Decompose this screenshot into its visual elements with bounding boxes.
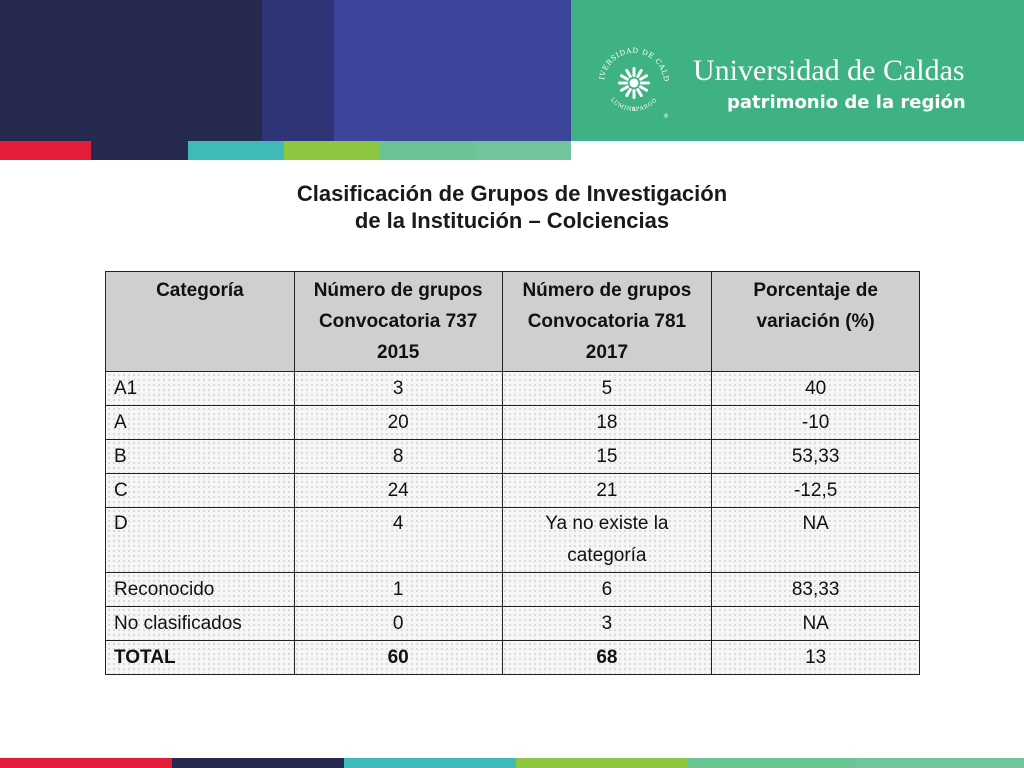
table-row: No clasificados 0 3 NA [105, 606, 920, 641]
header-text: Número de grupos [522, 280, 692, 301]
header-grupos-2017: Número de grupos Convocatoria 781 2017 [501, 271, 713, 372]
cell-grupos-2017: 15 [501, 439, 713, 474]
cell-categoria: A [105, 405, 295, 440]
cell-categoria: No clasificados [105, 606, 295, 641]
cell-variacion: NA [711, 507, 920, 573]
university-name: Universidad de Caldas [693, 54, 965, 87]
cell-grupos-2017: 21 [501, 473, 713, 508]
cell-variacion: 53,33 [711, 439, 920, 474]
header-block-royal-blue [334, 0, 571, 141]
footer-strip-light-green [688, 758, 856, 768]
strip-teal [188, 141, 284, 160]
table-header-row: Categoría Número de grupos Convocatoria … [105, 271, 920, 372]
classification-table: Categoría Número de grupos Convocatoria … [105, 271, 920, 675]
header-text: Categoría [156, 280, 244, 301]
cell-grupos-2017: 6 [501, 572, 713, 607]
cell-grupos-2017: 5 [501, 371, 713, 406]
table-row: A 20 18 -10 [105, 405, 920, 440]
university-seal-icon: UNIVERSIDAD DE CALDAS LUMINA SPARGO ® [593, 42, 671, 120]
header-categoria: Categoría [105, 271, 295, 372]
seal-arc-text: UNIVERSIDAD DE CALDAS [593, 42, 670, 83]
cell-categoria: C [105, 473, 295, 508]
cell-grupos-2015: 8 [293, 439, 503, 474]
header-text: Porcentaje de [753, 280, 878, 301]
slide-header: UNIVERSIDAD DE CALDAS LUMINA SPARGO ® Un… [0, 0, 1024, 160]
cell-grupos-2017: 3 [501, 606, 713, 641]
cell-variacion: 13 [711, 640, 920, 675]
slide-title: Clasificación de Grupos de Investigación… [0, 180, 1024, 234]
slide-title-line-1: Clasificación de Grupos de Investigación [296, 181, 728, 206]
footer-strip-soft-green [856, 758, 1024, 768]
strip-lime [284, 141, 379, 160]
cell-categoria: Reconocido [105, 572, 295, 607]
footer-strip-navy [172, 758, 344, 768]
header-text: variación (%) [756, 311, 875, 332]
cell-grupos-2017: Ya no existe la categoría [501, 507, 713, 573]
cell-grupos-2017: 18 [501, 405, 713, 440]
table-row-total: TOTAL 60 68 13 [105, 640, 920, 675]
table-row: D 4 Ya no existe la categoría NA [105, 507, 920, 573]
cell-grupos-2015: 4 [293, 507, 503, 573]
strip-light-green [379, 141, 476, 160]
cell-categoria: A1 [105, 371, 295, 406]
table-row: Reconocido 1 6 83,33 [105, 572, 920, 607]
seal-registered-mark: ® [663, 113, 669, 120]
table-row: B 8 15 53,33 [105, 439, 920, 474]
footer-strip-teal [344, 758, 516, 768]
table-row: C 24 21 -12,5 [105, 473, 920, 508]
university-tagline: patrimonio de la región [727, 92, 966, 113]
cell-variacion: -10 [711, 405, 920, 440]
cell-categoria: B [105, 439, 295, 474]
strip-navy [91, 141, 188, 160]
cell-categoria: D [105, 507, 295, 573]
footer-strip-lime [516, 758, 688, 768]
cell-categoria: TOTAL [105, 640, 295, 675]
footer-strip-red [0, 758, 172, 768]
cell-variacion: 83,33 [711, 572, 920, 607]
cell-grupos-2015: 20 [293, 405, 503, 440]
strip-red [0, 141, 91, 160]
cell-grupos-2017: 68 [501, 640, 713, 675]
cell-text-line: Ya no existe la [545, 513, 669, 534]
header-text: 2015 [377, 342, 420, 363]
seal-sun-rays [618, 67, 650, 99]
cell-variacion: -12,5 [711, 473, 920, 508]
cell-variacion: 40 [711, 371, 920, 406]
header-text: 2017 [585, 342, 629, 363]
cell-grupos-2015: 24 [293, 473, 503, 508]
cell-text-line: categoría [567, 545, 647, 566]
header-text: Convocatoria 737 [318, 311, 478, 332]
cell-grupos-2015: 3 [293, 371, 503, 406]
table-row: A1 3 5 40 [105, 371, 920, 406]
header-grupos-2015: Número de grupos Convocatoria 737 2015 [293, 271, 503, 372]
strip-soft-green [476, 141, 571, 160]
header-block-dark-navy [0, 0, 262, 141]
cell-grupos-2015: 0 [293, 606, 503, 641]
header-text: Convocatoria 781 [527, 311, 687, 332]
cell-grupos-2015: 60 [293, 640, 503, 675]
header-text: Número de grupos [313, 280, 483, 301]
svg-text:SPARGO: SPARGO [632, 97, 659, 113]
slide-title-line-2: de la Institución – Colciencias [354, 208, 670, 233]
header-variacion: Porcentaje de variación (%) [711, 271, 920, 372]
svg-text:UNIVERSIDAD DE CALDAS: UNIVERSIDAD DE CALDAS [593, 42, 671, 83]
seal-motto-spargo: SPARGO [632, 97, 658, 113]
cell-variacion: NA [711, 606, 920, 641]
logo-area [571, 0, 1024, 141]
header-block-mid-navy [262, 0, 334, 141]
cell-grupos-2015: 1 [293, 572, 503, 607]
